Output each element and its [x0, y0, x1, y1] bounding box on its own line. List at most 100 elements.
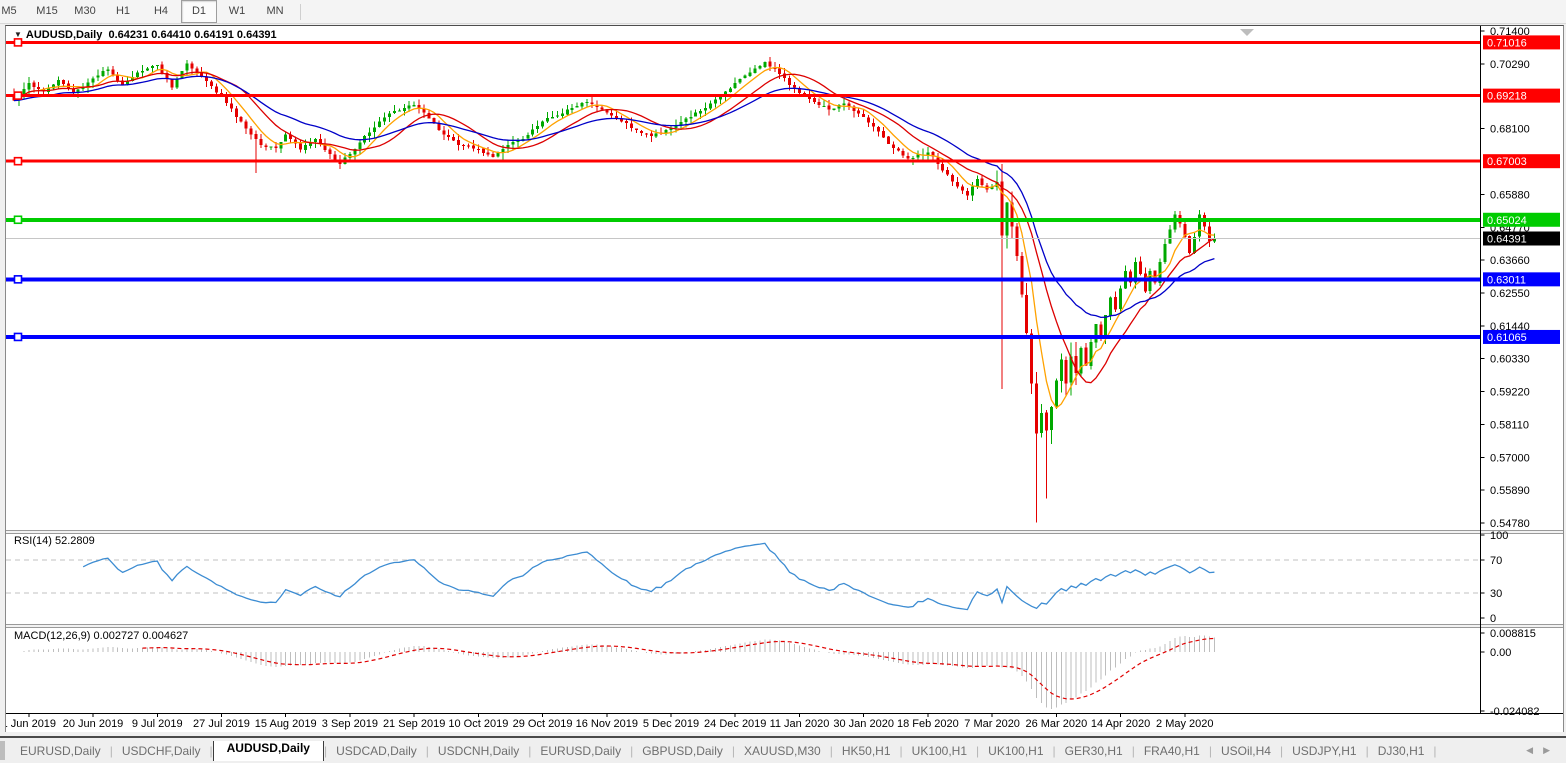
chart-shift-marker-icon	[1240, 29, 1254, 36]
tab-separator: |	[731, 743, 736, 758]
line-handle-0.63011[interactable]	[13, 275, 23, 284]
date-label: 11 Jan 2020	[770, 718, 830, 730]
line-handle-0.69218[interactable]	[13, 91, 23, 100]
chart-tabs: EURUSD,Daily | USDCHF,Daily | AUDUSD,Daily | U…	[11, 740, 1521, 761]
price-badge-0.63011: 0.63011	[1487, 274, 1526, 286]
tab-separator: |	[976, 743, 980, 758]
chart-tab-audusd-daily[interactable]: AUDUSD,Daily	[212, 740, 324, 761]
chart-tab-bar: EURUSD,Daily | USDCHF,Daily | AUDUSD,Daily | U…	[0, 738, 1566, 763]
price-badge-0.65024: 0.65024	[1487, 215, 1527, 227]
line-handle-0.67003[interactable]	[13, 156, 23, 166]
price-tick-0.65880: 0.65880	[1490, 189, 1530, 201]
rsi-line	[82, 542, 1215, 611]
tabbar-corner-block	[0, 741, 5, 760]
date-label: 1 Jun 2019	[6, 718, 56, 730]
price-badge-0.71016: 0.71016	[1487, 37, 1527, 49]
rsi-indicator-label: RSI(14) 52.2809	[14, 535, 95, 547]
price-tick-0.58110: 0.58110	[1490, 419, 1529, 431]
tab-separator: |	[1365, 743, 1369, 758]
date-label: 2 May 2020	[1156, 718, 1213, 730]
date-label: 14 Apr 2020	[1091, 718, 1150, 730]
price-tick-0.63660: 0.63660	[1490, 255, 1530, 267]
chart-tab-fra40-h1[interactable]: FRA40,H1	[1143, 743, 1200, 758]
tab-separator: |	[630, 743, 634, 758]
price-tick-0.70290: 0.70290	[1490, 59, 1530, 71]
tab-separator: |	[1131, 743, 1135, 758]
chart-tab-usdchf-daily[interactable]: USDCHF,Daily	[121, 743, 201, 758]
chart-tab-hk50-h1[interactable]: HK50,H1	[841, 743, 891, 758]
chart-tab-eurusd-daily[interactable]: EURUSD,Daily	[20, 743, 101, 758]
macd-indicator-label: MACD(12,26,9) 0.002727 0.004627	[14, 630, 188, 642]
toolbar-separator	[300, 3, 301, 20]
line-handle-0.71016[interactable]	[13, 38, 23, 47]
date-label: 21 Sep 2019	[383, 718, 445, 730]
timeframe-button-m5[interactable]: M5	[1, 5, 17, 17]
tab-scroll-left-icon[interactable]: ◀	[1526, 745, 1544, 755]
date-label: 5 Dec 2019	[643, 718, 699, 730]
price-tick-0.54780: 0.54780	[1490, 518, 1530, 530]
price-badge-0.69218: 0.69218	[1487, 91, 1527, 103]
rsi-name: RSI(14)	[14, 535, 52, 547]
date-label: 3 Sep 2019	[322, 718, 378, 730]
chart-tab-dj30-h1[interactable]: DJ30,H1	[1377, 743, 1425, 758]
date-label: 20 Jun 2019	[63, 718, 124, 730]
chart-symbol-period: AUDUSD,Daily	[25, 29, 103, 41]
macd-tick-0.00: 0.00	[1490, 647, 1511, 659]
timeframe-button-h4[interactable]: H4	[153, 5, 169, 17]
macd-tick--0.024082: -0.024082	[1490, 706, 1540, 718]
tab-separator: |	[1208, 743, 1212, 758]
timeframe-toolbar: M5 M15 M30 H1 H4 D1 W1 MN	[0, 0, 1566, 24]
chart-tab-ger30-h1[interactable]: GER30,H1	[1064, 743, 1123, 758]
price-tick-0.55890: 0.55890	[1490, 485, 1530, 497]
chart-tab-xauusd-m30[interactable]: XAUUSD,M30	[744, 743, 821, 758]
tab-separator: |	[1052, 743, 1056, 758]
rsi-value: 52.2809	[54, 535, 95, 547]
line-handle-0.61065[interactable]	[13, 332, 23, 342]
rsi-tick-70: 70	[1490, 555, 1502, 567]
timeframe-button-d1[interactable]: D1	[181, 0, 217, 23]
timeframe-button-h1[interactable]: H1	[115, 5, 131, 17]
chart-plot-area[interactable]: 0.714000.702900.681000.658800.647700.636…	[6, 26, 1563, 732]
line-handle-0.65024[interactable]	[13, 215, 23, 225]
date-label: 30 Jan 2020	[833, 718, 894, 730]
tab-separator: |	[829, 743, 833, 758]
tab-scroll-arrows: ◀▶	[1526, 745, 1560, 756]
timeframe-button-mn[interactable]: MN	[266, 5, 284, 17]
chart-tab-eurusd-daily[interactable]: EURUSD,Daily	[540, 743, 622, 758]
rsi-tick-100: 100	[1490, 530, 1508, 542]
tab-scroll-right-icon[interactable]: ▶	[1543, 745, 1560, 755]
date-label: 26 Mar 2020	[1025, 718, 1087, 730]
tabbar-top-border	[0, 736, 1566, 738]
chart-dropdown-icon[interactable]: ▼	[14, 30, 22, 39]
price-tick-0.62550: 0.62550	[1490, 288, 1530, 300]
tab-separator: |	[209, 743, 213, 758]
chart-tab-gbpusd-daily[interactable]: GBPUSD,Daily	[642, 743, 723, 758]
tab-separator: |	[323, 743, 328, 758]
date-label: 15 Aug 2019	[255, 718, 317, 730]
chart-tab-usoil-h4[interactable]: USOil,H4	[1220, 743, 1271, 758]
chart-tab-usdcnh-daily[interactable]: USDCNH,Daily	[437, 743, 520, 758]
date-label: 18 Feb 2020	[897, 718, 959, 730]
price-tick-0.57000: 0.57000	[1490, 452, 1530, 464]
date-label: 9 Jul 2019	[132, 718, 183, 730]
tab-separator: |	[899, 743, 903, 758]
timeframe-button-m15[interactable]: M15	[36, 5, 58, 17]
chart-tab-usdcad-daily[interactable]: USDCAD,Daily	[336, 743, 417, 758]
chart-tab-usdjpy-h1[interactable]: USDJPY,H1	[1292, 743, 1357, 758]
timeframe-button-m30[interactable]: M30	[74, 5, 96, 17]
date-label: 24 Dec 2019	[704, 718, 766, 730]
chart-tab-uk100-h1[interactable]: UK100,H1	[988, 743, 1044, 758]
timeframe-button-w1[interactable]: W1	[228, 5, 246, 17]
price-tick-0.59220: 0.59220	[1490, 387, 1530, 399]
date-label: 16 Nov 2019	[576, 718, 638, 730]
price-tick-0.61440: 0.61440	[1490, 321, 1530, 333]
chart-ohlc-values: 0.64231 0.64410 0.64191 0.64391	[108, 29, 277, 41]
price-tick-0.60330: 0.60330	[1490, 354, 1530, 366]
date-label: 7 Mar 2020	[964, 718, 1020, 730]
chart-tab-uk100-h1[interactable]: UK100,H1	[911, 743, 968, 758]
tab-separator: |	[528, 743, 532, 758]
macd-values: 0.002727 0.004627	[93, 630, 189, 642]
date-label: 27 Jul 2019	[193, 718, 250, 730]
tab-separator: |	[425, 743, 429, 758]
